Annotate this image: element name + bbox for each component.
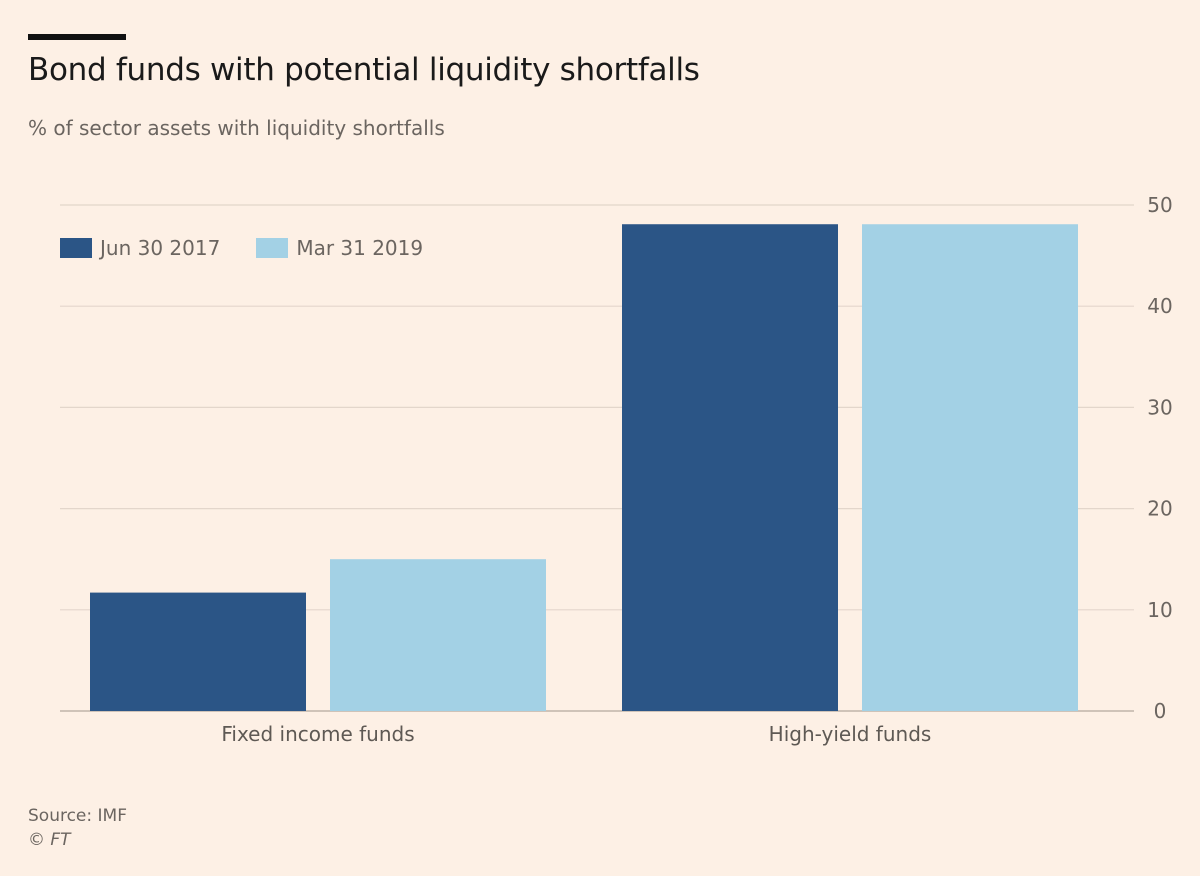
chart-title: Bond funds with potential liquidity shor…: [28, 52, 700, 88]
y-tick-label: 10: [1147, 598, 1172, 622]
chart-subtitle: % of sector assets with liquidity shortf…: [28, 116, 445, 140]
y-tick-label: 40: [1147, 294, 1172, 318]
legend-item-series-1: Jun 30 2017: [60, 236, 220, 260]
legend-swatch: [60, 238, 92, 258]
x-category-label: High-yield funds: [769, 722, 932, 746]
legend: Jun 30 2017 Mar 31 2019: [60, 236, 459, 260]
bar: [862, 224, 1078, 711]
ft-header-rule: [28, 34, 126, 40]
bar: [330, 559, 546, 711]
y-tick-label: 20: [1147, 497, 1172, 521]
legend-swatch: [256, 238, 289, 258]
x-category-label: Fixed income funds: [221, 722, 414, 746]
copyright: © FT: [28, 830, 71, 850]
y-tick-label: 30: [1147, 395, 1172, 419]
legend-label: Mar 31 2019: [296, 236, 424, 260]
source-note: Source: IMF: [28, 806, 127, 826]
bar: [90, 592, 306, 711]
footer: Source: IMF © FT: [28, 804, 127, 852]
y-tick-label: 0: [1154, 699, 1167, 723]
y-tick-label: 50: [1147, 193, 1172, 217]
legend-label: Jun 30 2017: [100, 236, 221, 260]
legend-item-series-2: Mar 31 2019: [256, 236, 423, 260]
bar: [622, 224, 838, 711]
